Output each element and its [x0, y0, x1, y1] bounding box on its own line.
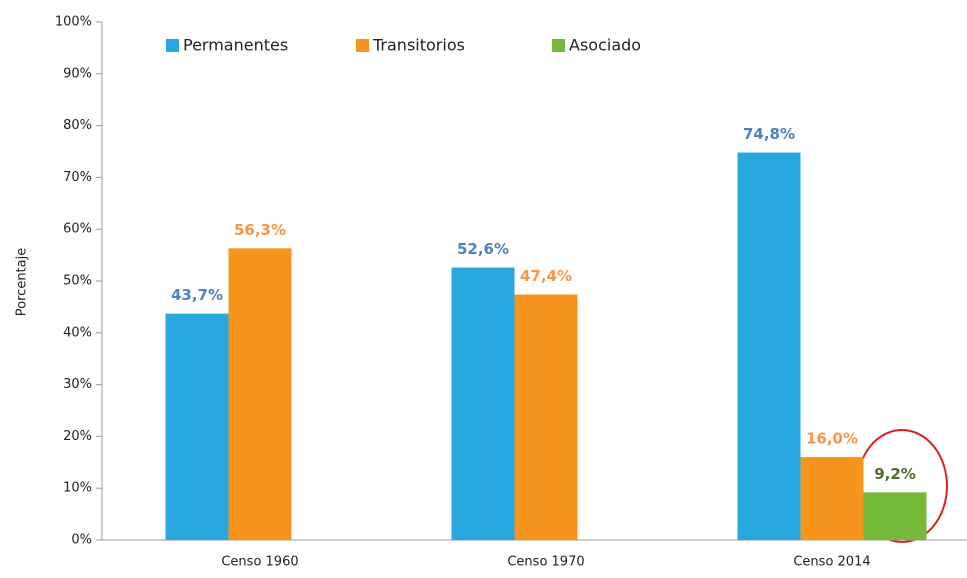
- y-tick-label: 60%: [63, 222, 92, 237]
- x-tick-label: Censo 2014: [793, 555, 870, 570]
- y-axis-label: Porcentaje: [15, 248, 30, 316]
- value-label: 74,8%: [743, 125, 795, 143]
- legend-swatch: [356, 39, 369, 52]
- bar: [228, 248, 292, 540]
- bar: [514, 294, 578, 540]
- x-tick-label: Censo 1970: [507, 555, 584, 570]
- bar: [863, 492, 927, 540]
- y-tick-label: 10%: [63, 481, 92, 496]
- legend-label: Transitorios: [372, 36, 465, 55]
- bar: [451, 267, 515, 540]
- bar: [800, 457, 864, 540]
- y-tick-label: 30%: [63, 377, 92, 392]
- value-label: 52,6%: [457, 240, 509, 258]
- y-tick-label: 50%: [63, 274, 92, 289]
- value-label: 16,0%: [806, 430, 858, 448]
- y-tick-label: 70%: [63, 170, 92, 185]
- bar: [737, 152, 801, 540]
- y-tick-label: 0%: [71, 533, 92, 548]
- legend-label: Asociado: [569, 36, 641, 55]
- legend-label: Permanentes: [183, 36, 288, 55]
- value-label: 9,2%: [874, 465, 916, 483]
- value-label: 47,4%: [520, 267, 572, 285]
- y-tick-label: 20%: [63, 429, 92, 444]
- y-tick-label: 90%: [63, 66, 92, 81]
- legend-swatch: [552, 39, 565, 52]
- y-tick-label: 80%: [63, 118, 92, 133]
- legend-swatch: [166, 39, 179, 52]
- y-tick-label: 100%: [55, 15, 92, 30]
- value-label: 56,3%: [234, 221, 286, 239]
- bar: [165, 313, 229, 540]
- value-label: 43,7%: [171, 286, 223, 304]
- x-tick-label: Censo 1960: [221, 555, 298, 570]
- y-tick-label: 40%: [63, 325, 92, 340]
